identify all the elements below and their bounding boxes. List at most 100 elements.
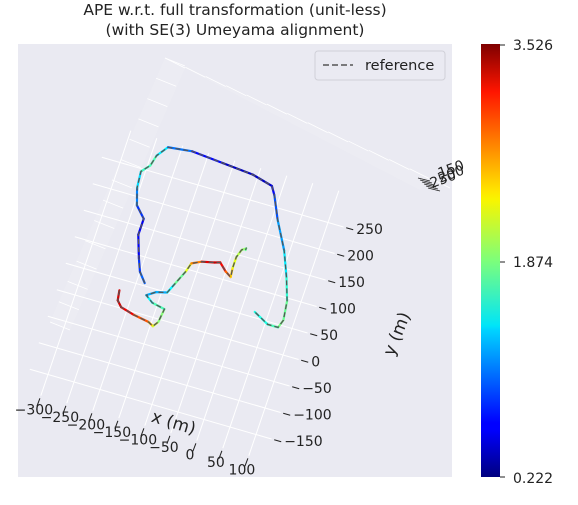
chart-title-line-1: APE w.r.t. full transformation (unit-les… bbox=[83, 1, 387, 19]
y-tick-label: 150 bbox=[338, 275, 365, 291]
y-tick-label: 0 bbox=[311, 354, 320, 370]
reference-path bbox=[136, 146, 288, 329]
grid-line-y bbox=[47, 315, 290, 387]
legend-box bbox=[314, 50, 446, 81]
grid-line-wall bbox=[368, 149, 390, 161]
grid-line-wall bbox=[164, 57, 186, 69]
colorbar-min-label: 0.222 bbox=[513, 471, 553, 487]
x-tick-mark bbox=[88, 413, 93, 422]
x-tick-label: −200 bbox=[67, 417, 105, 433]
grid-line-wall bbox=[102, 199, 124, 209]
grid-line-y bbox=[38, 342, 281, 413]
grid-line-wall bbox=[225, 85, 247, 97]
grid-line-wall bbox=[327, 131, 349, 143]
reference-path bbox=[117, 247, 248, 328]
grid-line-wall bbox=[409, 168, 430, 180]
grid-line-wall bbox=[49, 321, 71, 331]
y-tick-labels: −150 −100 −50 050 100 150 200 250 bbox=[274, 222, 383, 450]
y-tick-label: 250 bbox=[356, 222, 383, 238]
x-tick-mark bbox=[62, 405, 67, 415]
legend-reference-label: reference bbox=[365, 58, 434, 74]
grid-line-wall bbox=[348, 140, 369, 152]
grid-line-wall bbox=[147, 98, 168, 107]
grid-line-wall bbox=[94, 220, 115, 229]
grid-line-wall bbox=[389, 159, 410, 170]
z-tick-mark bbox=[427, 187, 441, 192]
grid-line-y bbox=[56, 289, 299, 360]
z-tick-mark bbox=[421, 181, 435, 186]
grid-line-wall bbox=[129, 138, 150, 148]
y-tick-label: −150 bbox=[284, 434, 322, 450]
x-tick-label: 100 bbox=[229, 462, 256, 478]
grid-line-wall bbox=[67, 281, 88, 290]
x-tick-mark bbox=[114, 420, 119, 430]
trajectory-segment bbox=[137, 233, 140, 260]
grid-line-wall bbox=[111, 179, 133, 189]
grid-line-wall bbox=[246, 94, 267, 106]
grid-line-wall bbox=[85, 240, 106, 250]
y-tick-label: −50 bbox=[302, 381, 332, 397]
grid-line-x bbox=[170, 168, 262, 434]
z-tick-mark bbox=[419, 179, 433, 184]
grid-line-wall bbox=[266, 103, 288, 115]
3d-panes bbox=[50, 58, 430, 330]
grid-line-wall bbox=[156, 77, 177, 87]
grid-line-y bbox=[65, 262, 308, 334]
x-tick-label: −100 bbox=[119, 432, 157, 448]
y-tick-mark bbox=[301, 359, 309, 363]
grid-line-wall bbox=[138, 118, 159, 128]
legend: reference bbox=[314, 50, 446, 81]
y-tick-label: 100 bbox=[329, 301, 356, 317]
x-tick-label: −250 bbox=[41, 410, 79, 426]
z-tick-mark bbox=[417, 177, 431, 182]
chart-title-line-2: (with SE(3) Umeyama alignment) bbox=[105, 21, 365, 39]
grid-line-x bbox=[118, 153, 210, 419]
grid-lines bbox=[29, 57, 451, 456]
y-tick-mark bbox=[319, 306, 327, 310]
colorbar-mid-label: 1.874 bbox=[513, 255, 553, 271]
grid-line-wall bbox=[185, 66, 206, 78]
colorbar bbox=[481, 44, 500, 477]
y-tick-mark bbox=[328, 280, 336, 284]
grid-line-y bbox=[92, 183, 335, 254]
y-tick-label: 50 bbox=[320, 328, 338, 344]
y-tick-mark bbox=[310, 333, 318, 337]
trajectory bbox=[116, 146, 289, 329]
x-tick-label: −300 bbox=[15, 402, 53, 418]
y-tick-mark bbox=[337, 253, 345, 257]
y-tick-mark bbox=[346, 227, 354, 231]
x-tick-mark bbox=[36, 398, 41, 407]
grid-line-x bbox=[196, 175, 288, 441]
colorbar-max-label: 3.526 bbox=[513, 38, 553, 54]
grid-line-x bbox=[222, 183, 314, 449]
chart-title: APE w.r.t. full transformation (unit-les… bbox=[18, 0, 452, 40]
pane-back-left bbox=[50, 58, 185, 330]
grid-line-x bbox=[40, 130, 132, 396]
grid-line-wall bbox=[120, 159, 141, 168]
z-tick-mark bbox=[425, 185, 439, 190]
y-tick-mark bbox=[283, 412, 291, 416]
grid-line-wall bbox=[287, 113, 308, 124]
x-tick-mark bbox=[140, 428, 145, 437]
y-tick-mark bbox=[274, 439, 282, 443]
y-tick-mark bbox=[292, 386, 300, 390]
grid-line-x bbox=[92, 145, 184, 411]
x-tick-mark bbox=[244, 458, 249, 467]
grid-line-wall bbox=[58, 301, 79, 311]
grid-line-wall bbox=[76, 260, 97, 270]
grid-line-wall bbox=[307, 122, 328, 133]
x-tick-label: −150 bbox=[93, 425, 131, 441]
trajectory-segment bbox=[273, 194, 279, 221]
grid-line-y bbox=[29, 368, 272, 440]
grid-line-x bbox=[248, 190, 340, 456]
x-tick-label: −50 bbox=[149, 440, 179, 456]
x-tick-labels: −300−250−200−150−100−50 0 50 100 bbox=[15, 398, 256, 478]
grid-line-x bbox=[144, 160, 236, 426]
x-tick-label: 0 bbox=[185, 447, 194, 463]
z-tick-mark bbox=[423, 183, 437, 188]
grid-line-wall bbox=[429, 177, 451, 189]
pane-back-top bbox=[165, 58, 430, 190]
grid-line-wall bbox=[205, 76, 226, 87]
x-tick-mark bbox=[166, 435, 171, 445]
